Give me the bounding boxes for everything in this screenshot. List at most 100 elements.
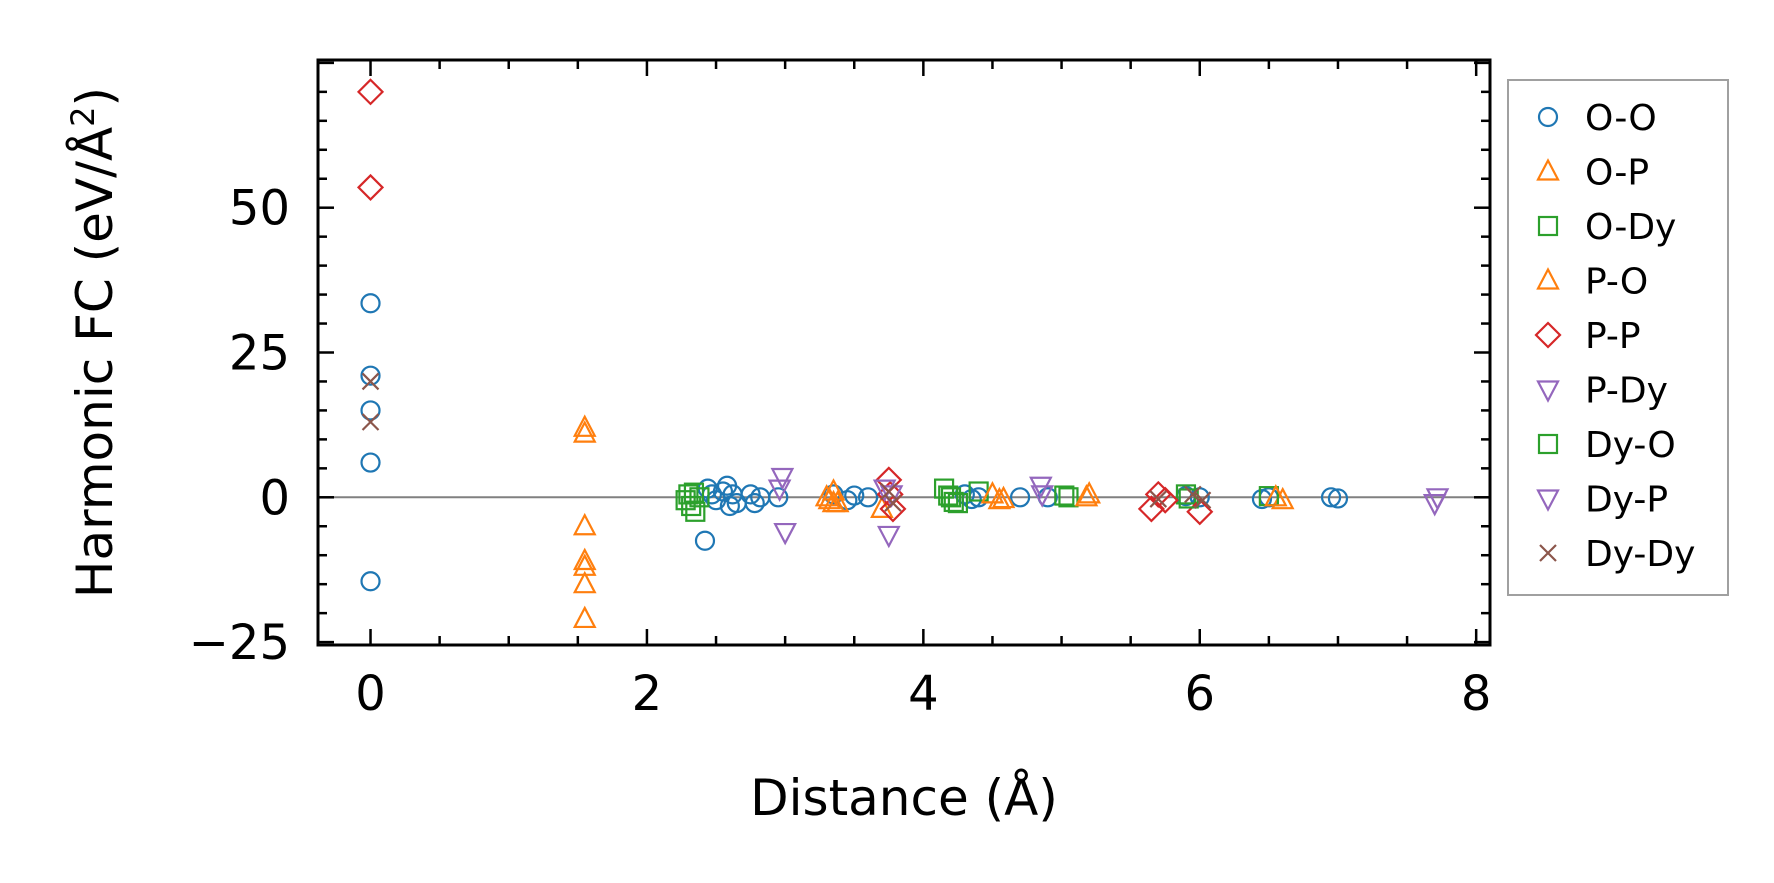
series-p-dy — [770, 467, 1447, 549]
legend-entry-p-p: P-P — [1534, 316, 1641, 357]
data-point — [768, 487, 789, 508]
data-point — [884, 494, 902, 512]
data-point — [1263, 483, 1288, 507]
y-axis-label-superscript: 2 — [64, 106, 102, 126]
data-point — [1149, 490, 1168, 508]
series-dy-dy — [361, 372, 1212, 512]
data-point — [683, 482, 705, 503]
series-p-o — [814, 481, 1288, 513]
data-point — [770, 467, 795, 491]
data-point — [880, 482, 898, 501]
data-point — [1320, 487, 1342, 508]
data-point — [1425, 488, 1450, 511]
data-point — [1151, 486, 1179, 514]
y-axis-label: Harmonic FC (eV/Å2) — [64, 87, 124, 598]
legend-marker — [1537, 106, 1559, 128]
legend-entry-p-dy: P-Dy — [1536, 371, 1668, 412]
x-axis-label: Distance (Å) — [750, 769, 1058, 827]
plot-frame — [316, 58, 1492, 647]
data-point — [360, 400, 381, 421]
data-point — [356, 78, 385, 106]
legend-label: Dy-P — [1585, 480, 1668, 521]
data-point — [943, 491, 964, 513]
plot-area — [318, 78, 1490, 629]
legend-entry-o-p: O-P — [1536, 153, 1649, 194]
legend-label: P-O — [1585, 262, 1648, 303]
legend-marker — [1537, 215, 1559, 237]
legend-entry-dy-p: Dy-P — [1536, 480, 1668, 521]
data-point — [360, 365, 381, 386]
data-point — [987, 486, 1012, 510]
data-point — [1074, 483, 1099, 507]
data-point — [1009, 487, 1031, 508]
legend-label: P-P — [1585, 316, 1641, 357]
data-point — [694, 530, 716, 551]
data-point — [356, 173, 385, 201]
data-point — [817, 486, 842, 510]
legend-entry-p-o: P-O — [1536, 262, 1648, 303]
legend-entry-dy-o: Dy-O — [1537, 425, 1676, 466]
data-point — [1184, 485, 1202, 504]
legend-label: Dy-Dy — [1585, 534, 1695, 575]
data-point — [821, 489, 846, 513]
data-point — [689, 487, 710, 508]
data-point — [876, 525, 901, 549]
data-point — [360, 293, 381, 314]
legend-entry-o-dy: O-Dy — [1537, 207, 1676, 248]
data-point — [767, 479, 792, 502]
x-tick-label: 4 — [908, 666, 939, 722]
data-point — [1054, 485, 1075, 506]
data-point — [857, 487, 879, 508]
data-point — [1030, 485, 1055, 508]
legend-label: P-Dy — [1585, 371, 1668, 412]
legend-entry-o-o: O-O — [1537, 98, 1657, 139]
data-point — [823, 484, 844, 505]
legend-marker — [1537, 433, 1559, 455]
legend-entry-dy-dy: Dy-Dy — [1539, 534, 1695, 575]
legend-label: O-Dy — [1585, 207, 1676, 248]
data-point — [1327, 488, 1349, 509]
data-point — [360, 452, 381, 473]
data-point — [844, 485, 865, 506]
data-point — [879, 495, 907, 523]
x-tick-label: 8 — [1461, 666, 1492, 722]
legend-label: O-O — [1585, 98, 1657, 139]
data-point — [938, 485, 959, 506]
data-point — [361, 372, 380, 391]
legend-marker — [1536, 158, 1560, 181]
data-point — [991, 485, 1016, 509]
data-point — [940, 487, 962, 508]
legend: O-O O-P O-Dy P-O P-P P-Dy Dy-O Dy-P Dy-Dy — [1507, 79, 1729, 596]
y-tick-label: 0 — [259, 470, 290, 526]
data-point — [572, 512, 597, 536]
y-tick-label: −25 — [189, 615, 290, 671]
axes: 0 2 4 6 8 −25 0 25 50 Distance (Å) Harmonic FC (eV… — [64, 58, 1492, 827]
legend-marker — [1536, 489, 1560, 512]
legend-marker — [1536, 380, 1560, 403]
data-point — [572, 420, 597, 443]
legend-label: Dy-O — [1585, 425, 1676, 466]
data-point — [572, 414, 597, 437]
data-point — [360, 571, 381, 592]
legend-marker — [1536, 267, 1560, 290]
y-axis-label-base: Harmonic FC (eV/Å — [66, 127, 124, 598]
series-o-o — [360, 293, 1349, 592]
data-point — [1058, 487, 1079, 508]
data-point — [572, 605, 597, 629]
x-tick-label: 2 — [632, 666, 663, 722]
series-dy-p — [767, 479, 1450, 511]
data-point — [744, 492, 765, 514]
data-point — [980, 481, 1005, 504]
series-o-dy — [678, 478, 1279, 522]
y-tick-label: 25 — [229, 326, 290, 382]
data-point — [870, 495, 894, 518]
y-tick-label: 50 — [229, 181, 290, 237]
y-axis-label-end: ) — [66, 87, 124, 107]
legend-marker — [1534, 321, 1562, 349]
x-tick-label: 0 — [355, 666, 386, 722]
data-point — [361, 413, 380, 431]
data-point — [572, 547, 597, 571]
series-dy-o — [675, 482, 1199, 513]
data-point — [773, 522, 797, 546]
